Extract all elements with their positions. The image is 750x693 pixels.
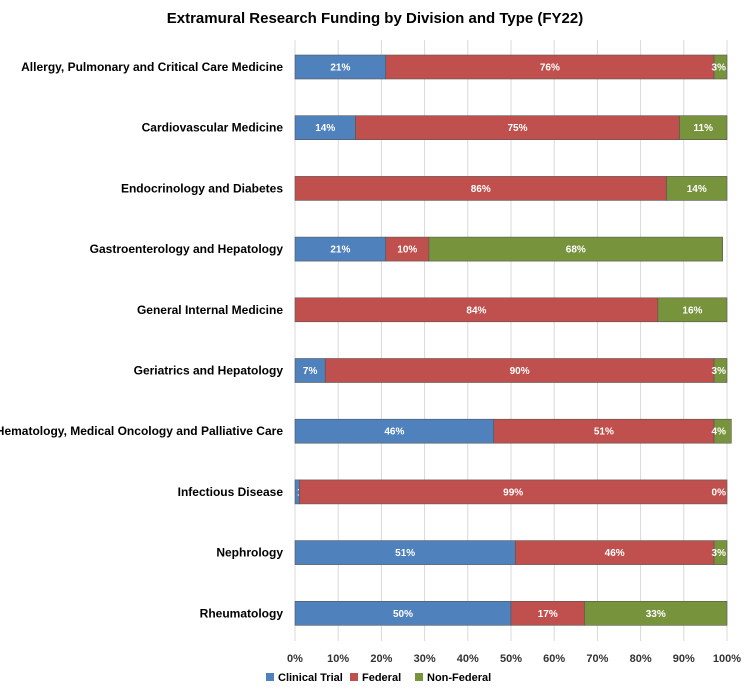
bar-segment bbox=[294, 540, 516, 565]
data-label: 99% bbox=[503, 487, 523, 498]
data-label: 76% bbox=[540, 63, 560, 74]
category-label: Geriatrics and Hepatology bbox=[134, 364, 284, 378]
category-label: Gastroenterology and Hepatology bbox=[90, 242, 284, 256]
bar-segment bbox=[713, 358, 728, 383]
data-label: 3% bbox=[712, 63, 727, 74]
category-label: Nephrology bbox=[216, 546, 283, 560]
bar-segment bbox=[385, 236, 430, 262]
legend-swatch bbox=[350, 673, 358, 681]
category-label: Allergy, Pulmonary and Critical Care Med… bbox=[21, 60, 283, 74]
legend-swatch bbox=[415, 673, 423, 681]
data-label: 46% bbox=[605, 548, 625, 559]
data-label: 50% bbox=[393, 609, 413, 620]
data-label: 51% bbox=[395, 548, 415, 559]
bar-segment bbox=[584, 600, 728, 626]
bar-segment bbox=[294, 115, 356, 140]
bar-segment bbox=[294, 54, 387, 80]
legend-label: Clinical Trial bbox=[278, 672, 343, 684]
chart-title: Extramural Research Funding by Division … bbox=[167, 10, 583, 27]
bar-segment bbox=[385, 54, 715, 80]
legend-label: Non-Federal bbox=[427, 672, 491, 684]
category-labels: Allergy, Pulmonary and Critical Care Med… bbox=[0, 60, 283, 620]
bars: 21%76%3%14%75%11%0%86%14%21%10%68%0%84%1… bbox=[294, 54, 732, 626]
legend-swatch bbox=[266, 673, 274, 681]
data-label: 3% bbox=[712, 366, 727, 377]
data-label: 86% bbox=[471, 184, 491, 195]
data-label: 68% bbox=[566, 245, 586, 256]
x-tick-label: 0% bbox=[287, 653, 303, 665]
x-tick-label: 50% bbox=[500, 653, 522, 665]
data-label: 51% bbox=[594, 427, 614, 438]
bar-segment bbox=[428, 236, 723, 262]
x-tick-label: 90% bbox=[673, 653, 695, 665]
x-tick-label: 10% bbox=[327, 653, 349, 665]
data-label: 46% bbox=[384, 427, 404, 438]
bar-segment bbox=[510, 600, 585, 626]
data-label: 7% bbox=[303, 366, 318, 377]
category-label: Rheumatology bbox=[200, 606, 284, 620]
x-tick-label: 60% bbox=[543, 653, 565, 665]
bar-segment bbox=[294, 176, 667, 201]
data-label: 84% bbox=[466, 305, 486, 316]
x-axis-ticks: 0% 10% 20% 30% 40% 50% 60% 70% 80% 90% 100% bbox=[287, 653, 741, 665]
bar-segment bbox=[657, 297, 728, 323]
bar-segment bbox=[515, 540, 715, 565]
data-label: 33% bbox=[646, 609, 666, 620]
category-label: Cardiovascular Medicine bbox=[142, 121, 284, 135]
legend-label: Federal bbox=[362, 672, 401, 684]
data-label: 0% bbox=[712, 487, 727, 498]
data-label: 21% bbox=[330, 245, 350, 256]
category-label: Hematology, Medical Oncology and Palliat… bbox=[0, 424, 283, 438]
x-tick-label: 20% bbox=[370, 653, 392, 665]
bar-segment bbox=[294, 600, 512, 626]
bar-segment bbox=[294, 236, 387, 262]
bar-segment bbox=[713, 540, 728, 565]
bar-segment bbox=[679, 115, 728, 140]
data-label: 75% bbox=[507, 123, 527, 134]
data-label: 14% bbox=[315, 123, 335, 134]
bar-segment bbox=[294, 297, 659, 323]
x-tick-label: 30% bbox=[414, 653, 436, 665]
data-label: 10% bbox=[397, 245, 417, 256]
data-label: 17% bbox=[538, 609, 558, 620]
x-tick-label: 70% bbox=[586, 653, 608, 665]
category-label: Infectious Disease bbox=[178, 485, 284, 499]
x-tick-label: 40% bbox=[457, 653, 479, 665]
data-label: 14% bbox=[687, 184, 707, 195]
category-label: General Internal Medicine bbox=[137, 303, 283, 317]
data-label: 11% bbox=[694, 123, 714, 134]
x-tick-label: 80% bbox=[630, 653, 652, 665]
bar-segment bbox=[666, 176, 728, 201]
bar-segment bbox=[713, 54, 728, 80]
data-label: 21% bbox=[330, 63, 350, 74]
legend: Clinical Trial Federal Non-Federal bbox=[266, 672, 491, 684]
x-tick-label: 100% bbox=[713, 653, 741, 665]
data-label: 90% bbox=[510, 366, 530, 377]
data-label: 16% bbox=[682, 305, 702, 316]
bar-segment bbox=[294, 418, 495, 444]
bar-segment bbox=[713, 418, 732, 444]
data-label: 4% bbox=[712, 427, 727, 438]
bar-segment bbox=[299, 479, 728, 505]
category-label: Endocrinology and Diabetes bbox=[121, 181, 283, 195]
bar-segment bbox=[493, 418, 715, 444]
data-label: 3% bbox=[712, 548, 727, 559]
